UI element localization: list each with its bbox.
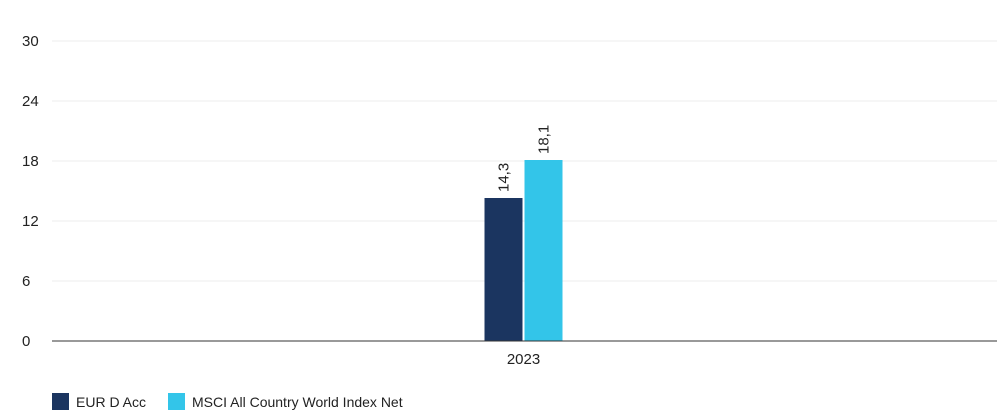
legend-item-series-2: MSCI All Country World Index Net <box>168 393 403 410</box>
bar-series-1 <box>484 198 523 341</box>
y-tick-label: 24 <box>22 93 39 110</box>
y-tick-label: 0 <box>22 333 30 350</box>
chart-plot: 0 6 12 18 24 30 14,3 18,1 2023 <box>22 33 997 368</box>
y-tick-label: 6 <box>22 273 30 290</box>
legend: EUR D Acc MSCI All Country World Index N… <box>52 393 425 410</box>
x-tick-label: 2023 <box>507 351 540 368</box>
data-label-series-1: 14,3 <box>496 163 513 192</box>
y-axis: 0 6 12 18 24 30 <box>22 33 39 350</box>
legend-label-series-2: MSCI All Country World Index Net <box>192 393 403 410</box>
data-label-series-2: 18,1 <box>536 125 553 154</box>
bar-series-2 <box>524 160 563 341</box>
legend-swatch-series-2 <box>168 393 186 410</box>
y-tick-label: 18 <box>22 153 39 170</box>
y-tick-label: 12 <box>22 213 39 230</box>
y-tick-label: 30 <box>22 33 39 50</box>
x-axis: 2023 <box>52 340 997 368</box>
legend-item-series-1: EUR D Acc <box>52 393 146 410</box>
legend-label-series-1: EUR D Acc <box>76 393 147 410</box>
bars: 14,3 18,1 <box>484 125 563 341</box>
legend-swatch-series-1 <box>52 393 69 410</box>
